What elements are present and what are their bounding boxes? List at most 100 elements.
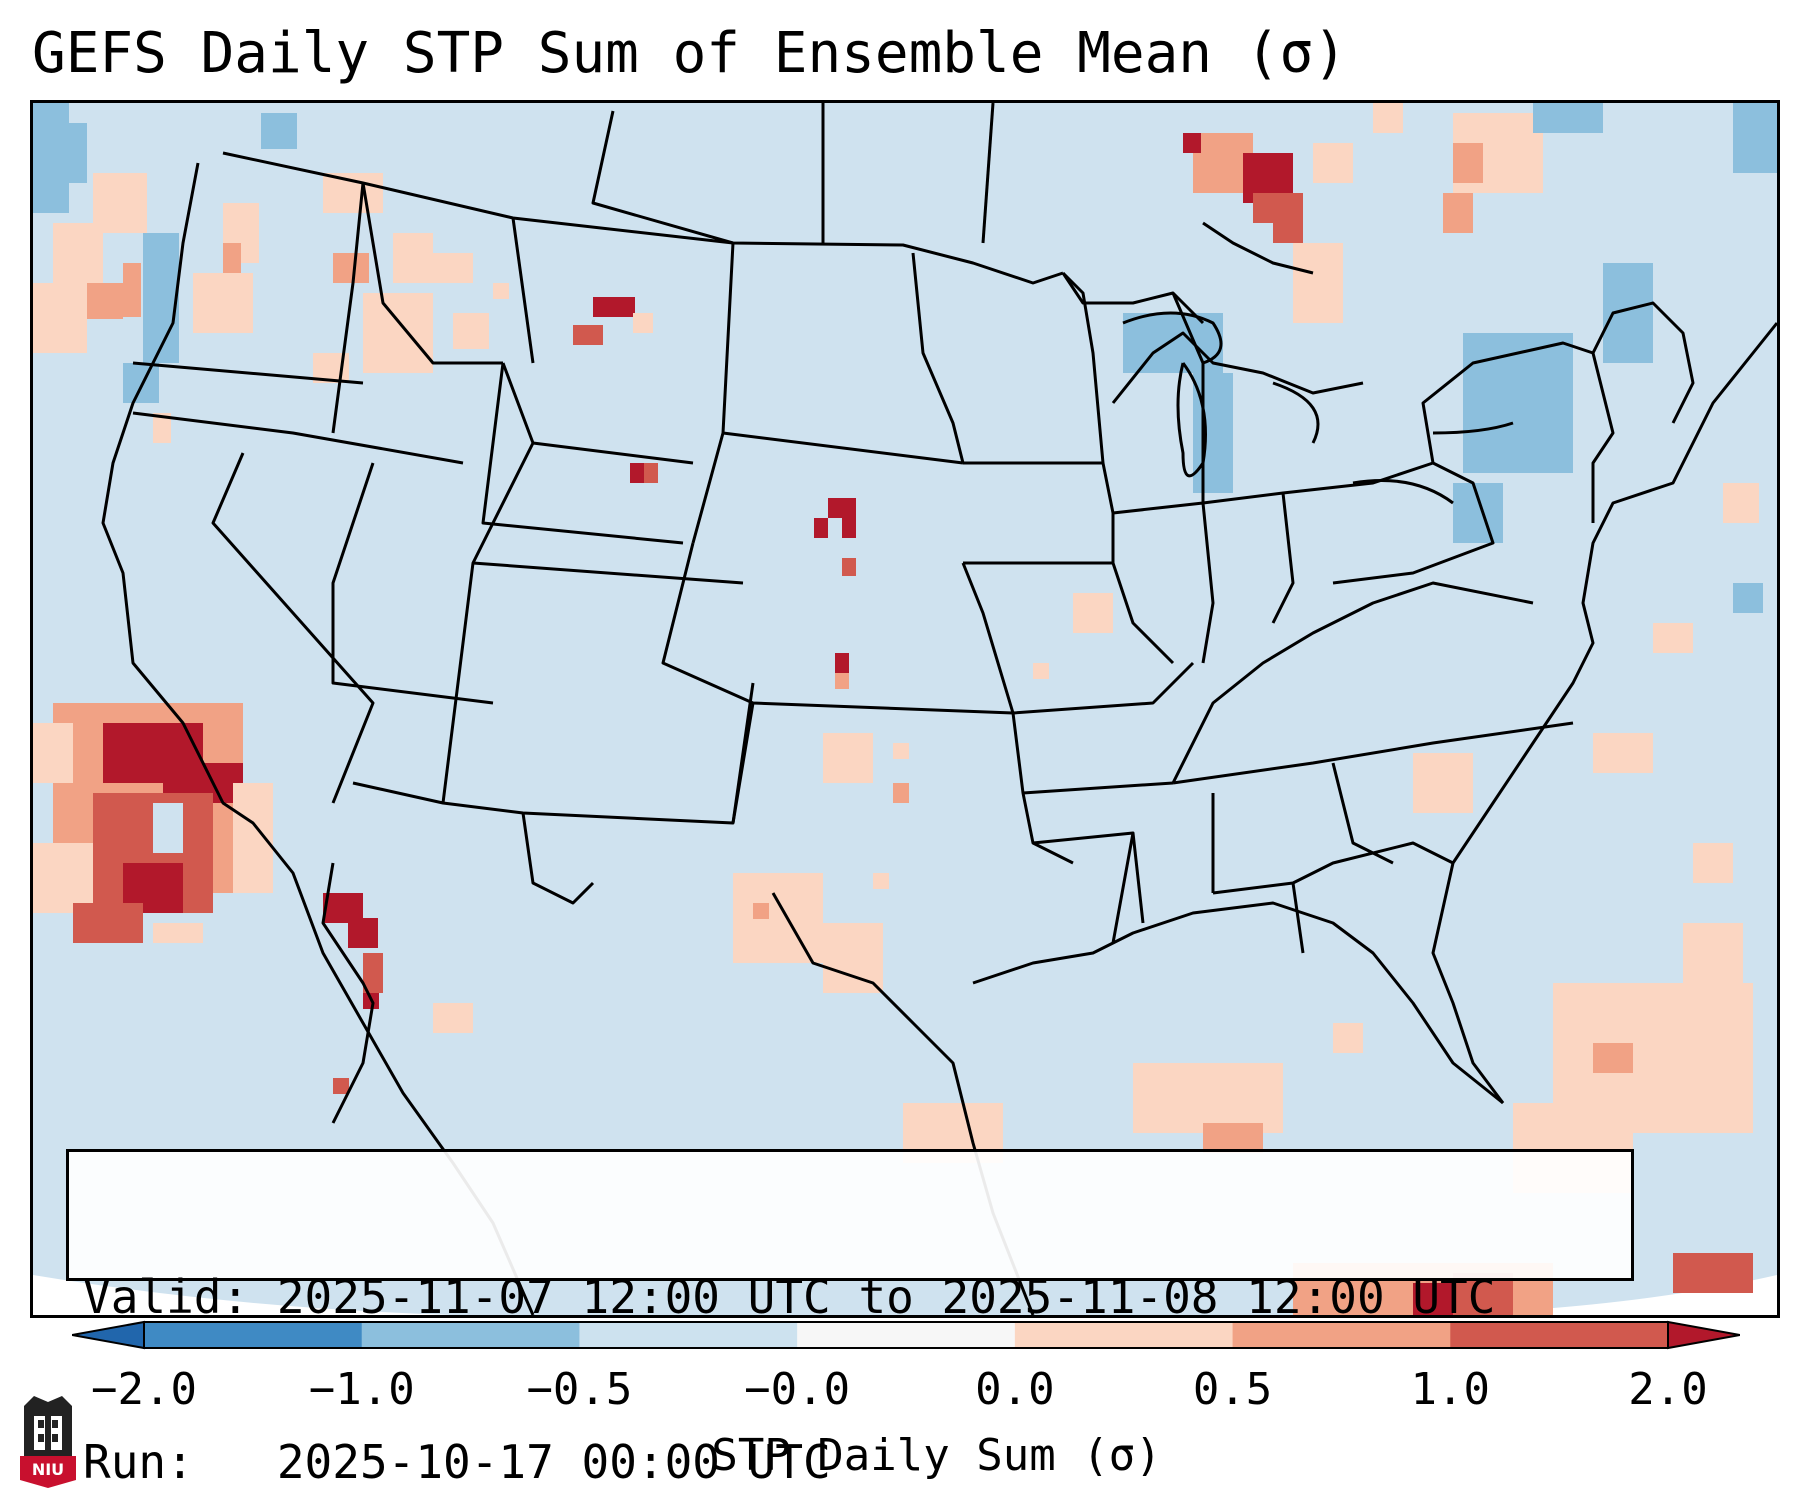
- anomaly-cell: [493, 283, 509, 299]
- anomaly-cell: [593, 297, 635, 317]
- anomaly-cell: [333, 1078, 349, 1094]
- anomaly-cell: [1293, 243, 1343, 323]
- niu-logo: NIU: [20, 1392, 76, 1488]
- anomaly-cell: [814, 518, 828, 538]
- colorbar-label: STP Daily Sum (σ): [711, 1430, 1162, 1481]
- colorbar-tick-label: 2.0: [1628, 1364, 1708, 1415]
- anomaly-cell: [828, 498, 856, 518]
- anomaly-cell: [1733, 583, 1763, 613]
- anomaly-cell: [1183, 133, 1201, 153]
- colorbar-tick-label: −2.0: [91, 1364, 197, 1415]
- anomaly-cell: [393, 233, 433, 283]
- anomaly-cell: [644, 463, 658, 483]
- colorbar-tick-label: −1.0: [308, 1364, 415, 1415]
- anomaly-cell: [1333, 1023, 1363, 1053]
- anomaly-cell: [233, 783, 273, 893]
- anomaly-cell: [823, 923, 883, 993]
- anomaly-cell: [453, 313, 489, 349]
- anomaly-cell: [1253, 193, 1303, 223]
- anomaly-cell: [1273, 223, 1303, 243]
- anomaly-cell: [1033, 663, 1049, 679]
- anomaly-cell: [1073, 593, 1113, 633]
- colorbar-under-extension: [72, 1320, 145, 1350]
- anomaly-cell: [1653, 623, 1693, 653]
- valid-run-info-box: Valid: 2025-11-07 12:00 UTC to 2025-11-0…: [66, 1149, 1634, 1489]
- colorbar-bin: [797, 1322, 1016, 1348]
- colorbar-outline: [143, 1321, 1669, 1349]
- anomaly-cell: [433, 253, 473, 283]
- niu-tower-icon: [20, 1396, 76, 1488]
- anomaly-cell: [193, 273, 253, 333]
- anomaly-cell: [123, 363, 159, 403]
- anomaly-cell: [1413, 1283, 1453, 1315]
- anomaly-cell: [223, 243, 241, 279]
- anomaly-cell: [1313, 143, 1353, 183]
- anomaly-cell: [323, 173, 383, 213]
- anomaly-cell: [1693, 843, 1733, 883]
- anomaly-cell: [33, 723, 73, 783]
- anomaly-cell: [363, 953, 383, 993]
- map-svg: [33, 103, 1777, 1315]
- anomaly-cell: [893, 743, 909, 759]
- anomaly-cell: [1413, 753, 1473, 813]
- anomaly-cell: [1453, 143, 1483, 183]
- anomaly-cell: [87, 283, 123, 319]
- colorbar-bin: [1232, 1322, 1451, 1348]
- anomaly-cell: [842, 518, 856, 538]
- anomaly-cell: [153, 803, 183, 853]
- colorbar-tick-label: −0.5: [526, 1364, 633, 1415]
- great-lakes-outline: [1122, 311, 1514, 505]
- anomaly-cell: [1593, 733, 1653, 773]
- anomaly-cell: [630, 463, 644, 483]
- valid-time-text: Valid: 2025-11-07 12:00 UTC to 2025-11-0…: [83, 1270, 1496, 1324]
- anomaly-cell: [1443, 193, 1473, 233]
- anomaly-cell: [1373, 103, 1403, 133]
- anomaly-cell: [433, 1003, 473, 1033]
- colorbar-bin: [144, 1322, 363, 1348]
- anomaly-cell: [73, 903, 143, 943]
- anomaly-cell: [363, 293, 433, 373]
- stp-anomaly-field: [33, 103, 1777, 1315]
- anomaly-cell: [823, 733, 873, 783]
- anomaly-cell: [153, 413, 171, 443]
- anomaly-cell: [143, 233, 179, 363]
- anomaly-cell: [1533, 103, 1603, 133]
- niu-logo-text: NIU: [31, 1460, 65, 1479]
- colorbar-tick-label: 0.5: [1192, 1364, 1273, 1415]
- projection-edge-bottom-left: [33, 1275, 453, 1315]
- anomaly-cell: [348, 918, 378, 948]
- colorbar-bin: [1014, 1322, 1234, 1348]
- colorbar-over-extension: [1667, 1320, 1740, 1350]
- colorbar-bin: [579, 1322, 798, 1348]
- colorbar-bin: [1450, 1322, 1669, 1348]
- anomaly-cell: [835, 653, 849, 673]
- colorbar-bin: [361, 1322, 580, 1348]
- anomaly-cell: [733, 873, 823, 963]
- anomaly-cell: [1453, 483, 1503, 543]
- colorbar: [72, 1320, 1740, 1350]
- anomaly-cell: [1733, 103, 1777, 173]
- anomaly-cell: [842, 558, 856, 576]
- anomaly-cell: [893, 783, 909, 803]
- anomaly-cell: [69, 123, 87, 183]
- map-panel: [30, 100, 1780, 1318]
- anomaly-cell: [835, 673, 849, 689]
- anomaly-cell: [33, 283, 87, 353]
- anomaly-cell: [153, 923, 203, 943]
- anomaly-cell: [873, 873, 889, 889]
- colorbar-tick-label: 0.0: [975, 1364, 1055, 1415]
- anomaly-cell: [1133, 1063, 1283, 1133]
- chart-title: GEFS Daily STP Sum of Ensemble Mean (σ): [32, 21, 1347, 86]
- anomaly-cell: [1673, 1253, 1753, 1293]
- anomaly-cell: [1683, 923, 1743, 983]
- anomaly-cell: [93, 173, 147, 233]
- anomaly-cell: [573, 325, 603, 345]
- anomaly-cell: [1723, 483, 1759, 523]
- colorbar-tick-label: −0.0: [744, 1364, 851, 1415]
- anomaly-cell: [753, 903, 769, 919]
- anomaly-cell: [33, 103, 69, 213]
- anomaly-cell: [123, 263, 141, 317]
- colorbar-tick-label: 1.0: [1410, 1364, 1491, 1415]
- anomaly-cell: [1603, 263, 1653, 363]
- anomaly-cell: [33, 843, 93, 913]
